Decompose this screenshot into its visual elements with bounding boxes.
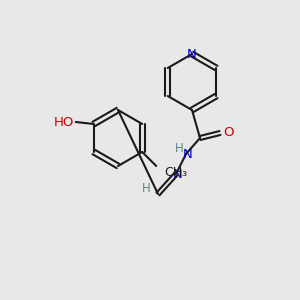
Text: CH₃: CH₃ — [164, 166, 188, 178]
Text: O: O — [223, 127, 233, 140]
Text: HO: HO — [54, 116, 74, 128]
Text: H: H — [175, 142, 183, 155]
Text: N: N — [183, 148, 193, 161]
Text: N: N — [173, 167, 183, 181]
Text: H: H — [142, 182, 150, 194]
Text: N: N — [187, 47, 197, 61]
